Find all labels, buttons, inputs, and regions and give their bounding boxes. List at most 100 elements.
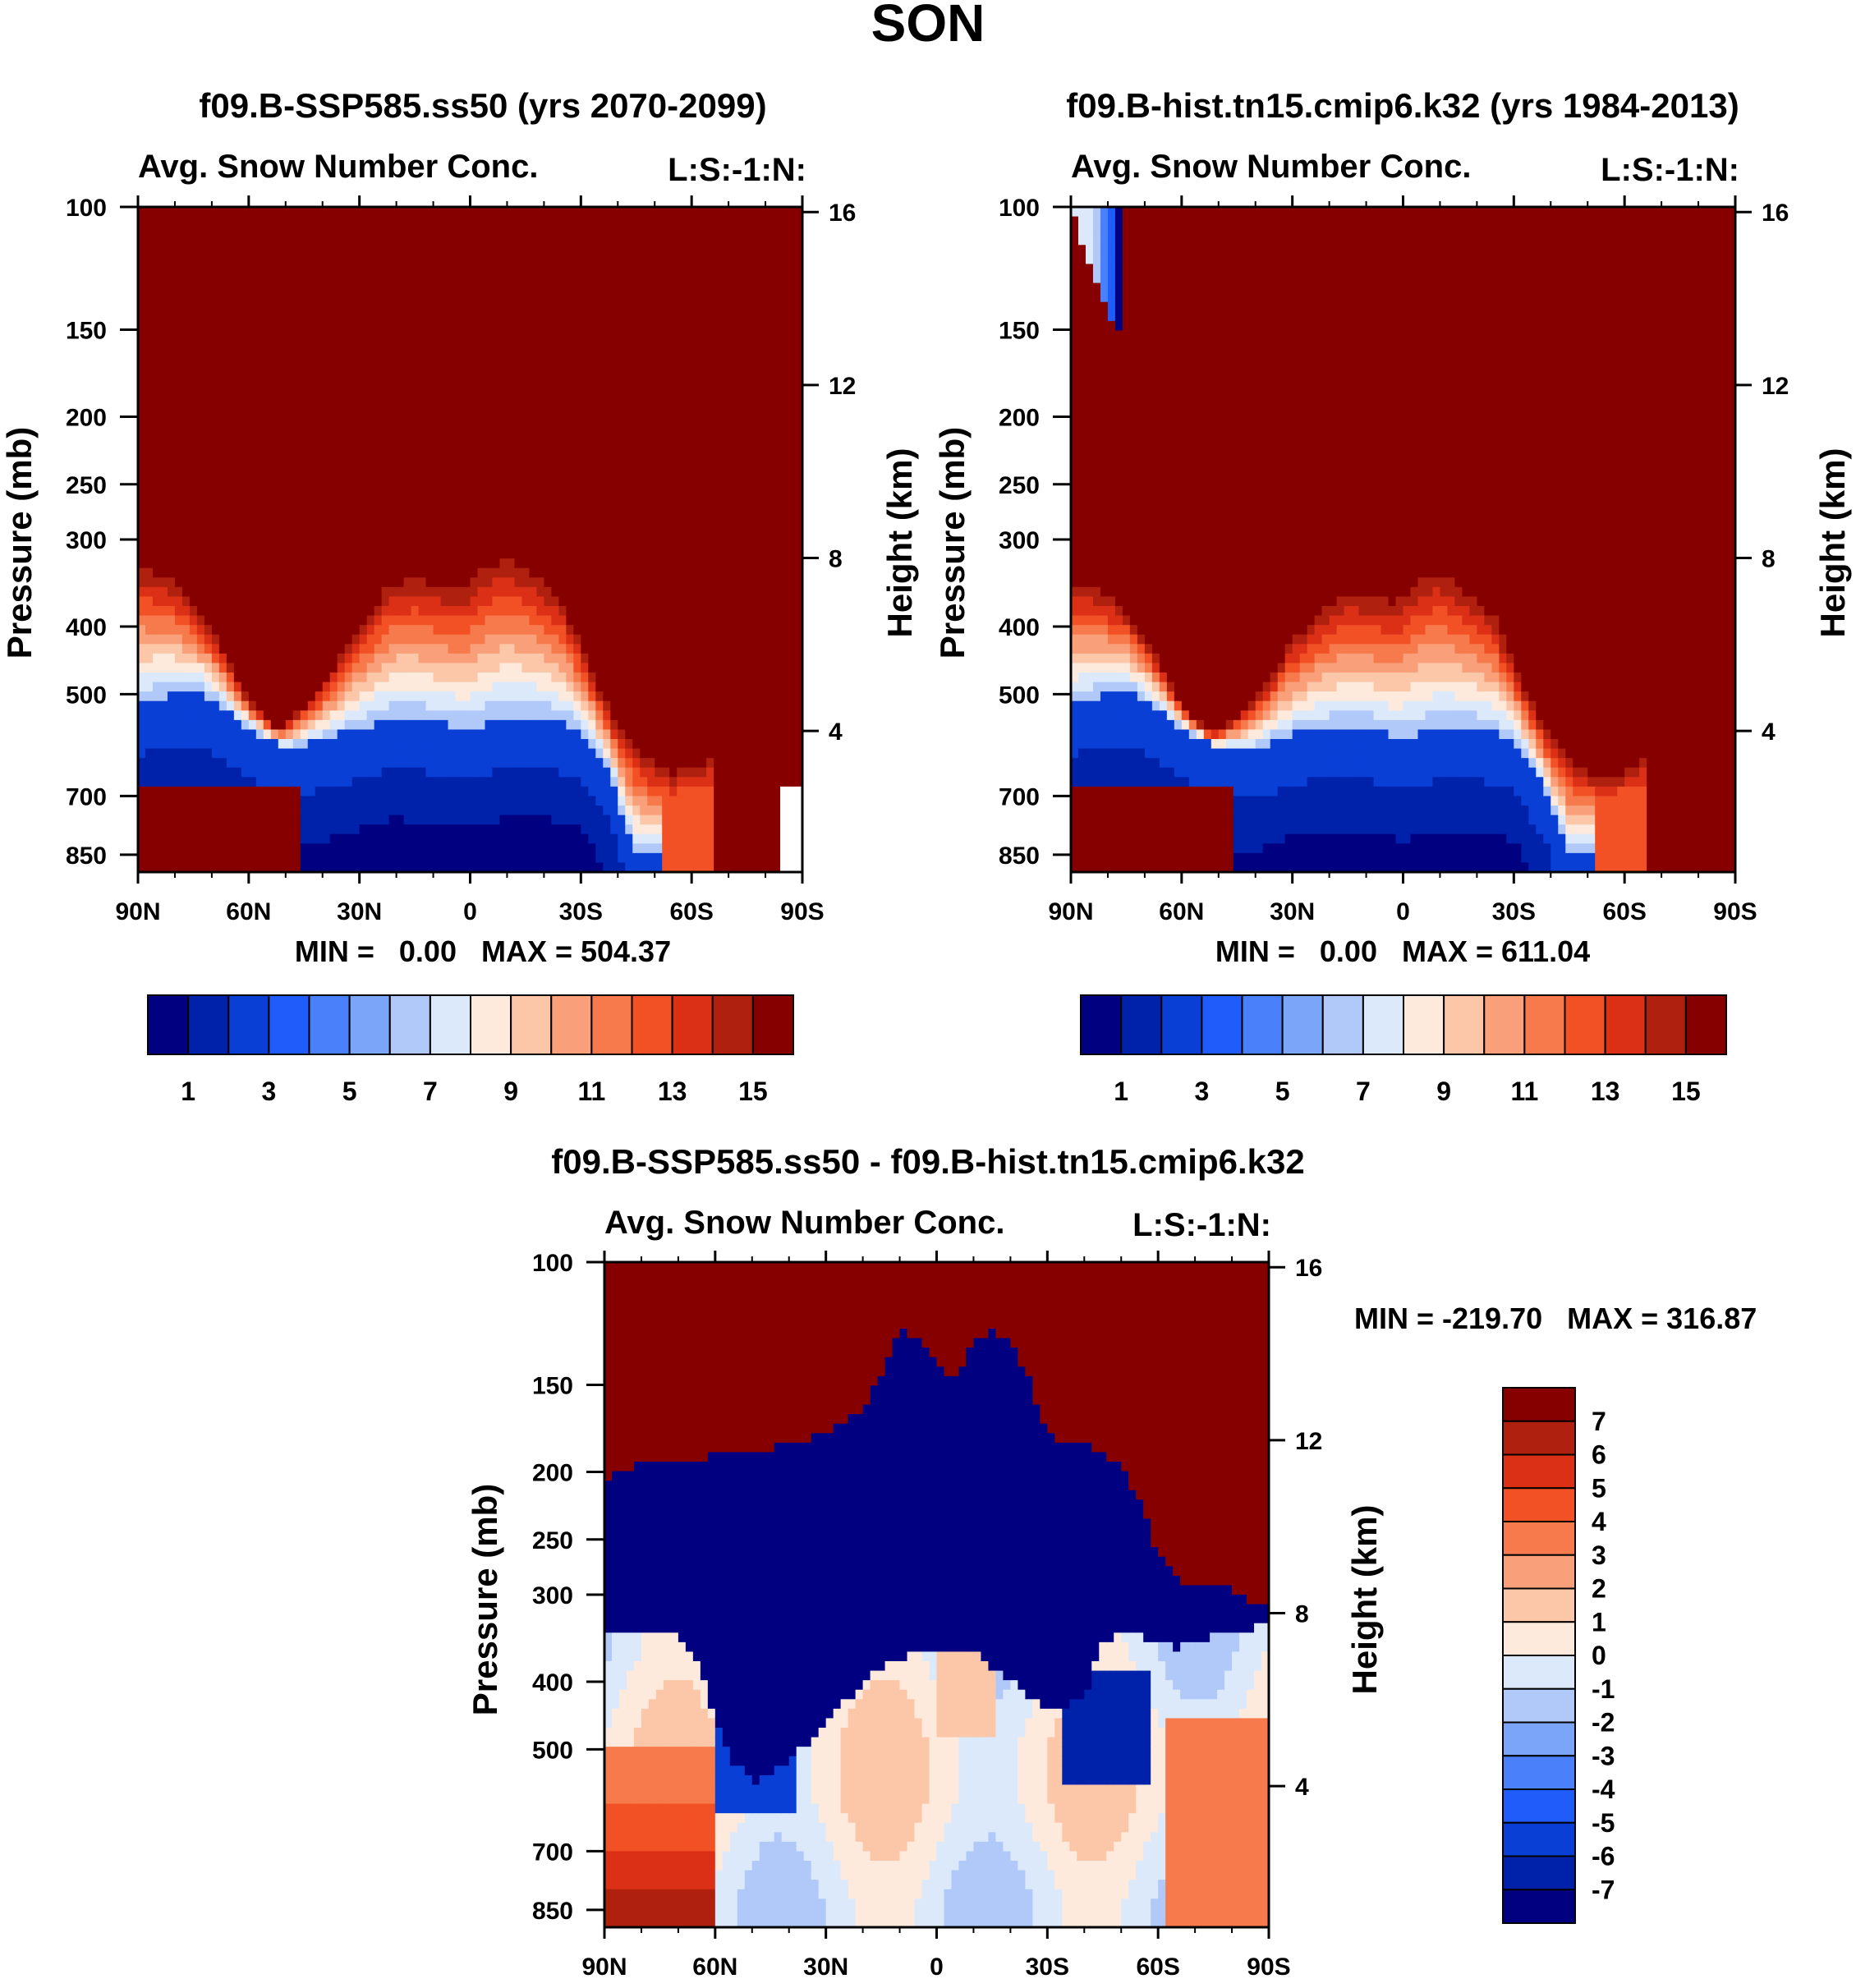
contour-cell — [300, 235, 309, 246]
contour-cell — [359, 434, 368, 445]
contour-cell — [558, 311, 567, 322]
contour-cell — [359, 549, 368, 559]
contour-cell — [396, 359, 405, 370]
contour-cell — [610, 615, 618, 626]
contour-cell — [558, 539, 567, 550]
contour-cell — [337, 330, 346, 341]
contour-cell — [455, 453, 464, 465]
contour-cell — [595, 806, 604, 816]
contour-cell — [632, 567, 641, 578]
contour-cell — [603, 207, 611, 218]
contour-cell — [381, 463, 390, 474]
contour-cell — [337, 501, 346, 512]
contour-cell — [292, 586, 301, 598]
contour-cell — [573, 625, 581, 636]
contour-cell — [344, 852, 353, 864]
contour-cell — [462, 397, 471, 407]
contour-cell — [551, 824, 559, 835]
contour-cell — [529, 235, 537, 246]
contour-cell — [499, 719, 508, 731]
contour-cell — [632, 530, 641, 540]
contour-cell — [603, 862, 611, 873]
contour-cell — [588, 634, 596, 645]
contour-cell — [270, 852, 279, 864]
contour-cell — [351, 207, 361, 218]
contour-cell — [337, 245, 346, 255]
contour-cell — [255, 852, 264, 864]
contour-cell — [204, 511, 213, 521]
contour-cell — [226, 226, 235, 236]
contour-cell — [359, 682, 368, 692]
contour-cell — [662, 273, 670, 284]
contour-cell — [477, 273, 486, 284]
contour-cell — [492, 245, 501, 255]
contour-cell — [278, 311, 287, 322]
contour-cell — [270, 245, 279, 255]
contour-cell — [189, 748, 198, 759]
contour-cell — [248, 453, 257, 465]
contour-cell — [300, 700, 309, 711]
contour-cell — [566, 282, 574, 293]
contour-cell — [588, 473, 596, 484]
contour-cell — [337, 577, 346, 588]
contour-cell — [255, 786, 264, 797]
contour-cell — [255, 710, 264, 721]
contour-cell — [270, 340, 279, 351]
contour-cell — [174, 264, 183, 274]
contour-cell — [595, 625, 604, 636]
contour-cell — [138, 767, 146, 778]
contour-cell — [536, 492, 544, 503]
contour-cell — [433, 368, 442, 379]
contour-cell — [204, 852, 213, 864]
contour-cell — [433, 282, 442, 293]
contour-cell — [566, 739, 574, 750]
contour-cell — [196, 349, 205, 360]
contour-cell — [544, 530, 552, 540]
contour-cell — [433, 758, 442, 769]
contour-cell — [588, 596, 596, 607]
contour-cell — [440, 824, 449, 835]
contour-cell — [544, 625, 552, 636]
contour-cell — [211, 567, 220, 578]
contour-cell — [455, 806, 464, 816]
contour-cell — [470, 301, 479, 312]
contour-cell — [566, 320, 574, 332]
contour-cell — [204, 767, 213, 778]
contour-cell — [396, 406, 405, 417]
contour-cell — [514, 644, 523, 654]
contour-cell — [411, 226, 420, 236]
contour-cell — [159, 320, 168, 332]
contour-cell — [521, 710, 531, 721]
contour-cell — [462, 549, 471, 559]
contour-cell — [381, 530, 390, 540]
contour-cell — [558, 663, 567, 673]
contour-cell — [632, 758, 641, 769]
contour-cell — [448, 673, 457, 683]
contour-cell — [610, 330, 618, 341]
contour-cell — [211, 473, 220, 484]
contour-cell — [241, 852, 250, 864]
contour-cell — [640, 729, 648, 740]
contour-cell — [292, 786, 301, 797]
contour-cell — [374, 615, 383, 626]
contour-cell — [521, 397, 531, 407]
contour-cell — [396, 815, 405, 825]
contour-cell — [477, 368, 486, 379]
contour-cell — [315, 549, 324, 559]
contour-cell — [241, 558, 250, 569]
contour-cell — [315, 520, 324, 531]
contour-cell — [374, 254, 383, 265]
contour-cell — [448, 254, 457, 265]
contour-cell — [233, 558, 242, 569]
contour-cell — [551, 625, 559, 636]
contour-cell — [315, 378, 324, 388]
contour-cell — [514, 806, 523, 816]
contour-cell — [655, 330, 663, 341]
contour-cell — [536, 739, 544, 750]
contour-cell — [632, 444, 641, 455]
contour-cell — [640, 235, 648, 246]
contour-cell — [204, 282, 213, 293]
contour-cell — [507, 719, 516, 731]
contour-cell — [351, 833, 361, 844]
contour-cell — [529, 311, 537, 322]
